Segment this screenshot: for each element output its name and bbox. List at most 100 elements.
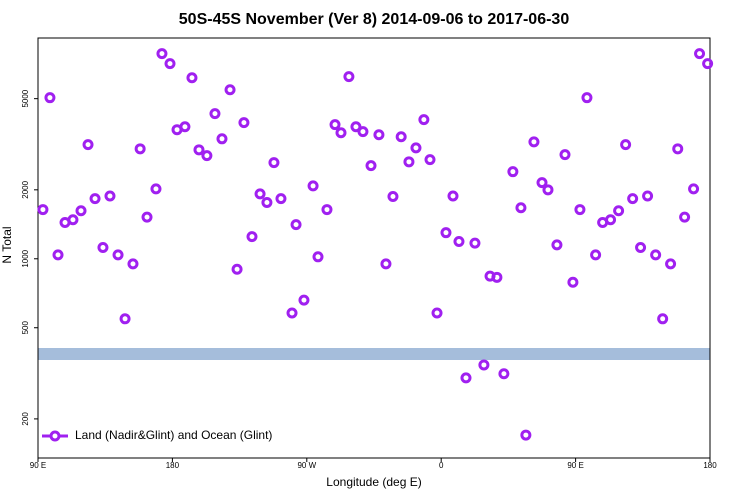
point xyxy=(574,204,586,216)
plot-frame xyxy=(37,37,711,459)
point xyxy=(528,136,540,148)
point xyxy=(52,249,64,261)
point xyxy=(164,58,176,70)
point xyxy=(605,214,617,226)
point xyxy=(44,92,56,104)
point xyxy=(665,258,677,270)
point xyxy=(515,202,527,214)
y-tick-label: 500 xyxy=(21,321,30,335)
point xyxy=(672,143,684,155)
point xyxy=(254,188,266,200)
point xyxy=(261,197,273,209)
y-tick-label: 200 xyxy=(21,412,30,426)
point xyxy=(447,190,459,202)
point xyxy=(650,249,662,261)
point xyxy=(453,235,465,247)
point xyxy=(201,150,213,162)
point xyxy=(460,372,472,384)
point xyxy=(224,84,236,96)
point xyxy=(97,242,109,254)
x-tick-label: 180 xyxy=(703,461,717,470)
point xyxy=(567,276,579,288)
x-tick-label: 90 E xyxy=(30,461,46,470)
point xyxy=(290,219,302,231)
point xyxy=(657,313,669,325)
point xyxy=(321,204,333,216)
point xyxy=(186,72,198,84)
point xyxy=(307,180,319,192)
point xyxy=(559,149,571,161)
x-tick-label: 90 E xyxy=(567,461,583,470)
legend-marker xyxy=(49,430,61,442)
point xyxy=(620,139,632,151)
point xyxy=(478,359,490,371)
point xyxy=(410,142,422,154)
point xyxy=(542,184,554,196)
point xyxy=(469,237,481,249)
point xyxy=(216,133,228,145)
point xyxy=(380,258,392,270)
point xyxy=(37,204,49,216)
x-tick-label: 0 xyxy=(439,461,444,470)
point xyxy=(520,429,532,441)
point xyxy=(329,119,341,131)
point xyxy=(82,139,94,151)
point xyxy=(491,271,503,283)
point xyxy=(179,121,191,133)
legend-label: Land (Nadir&Glint) and Ocean (Glint) xyxy=(75,428,272,442)
point xyxy=(551,239,563,251)
point xyxy=(702,58,714,70)
point xyxy=(694,48,706,60)
point xyxy=(357,126,369,138)
point xyxy=(498,368,510,380)
chart-title: 50S-45S November (Ver 8) 2014-09-06 to 2… xyxy=(179,11,570,28)
point xyxy=(350,121,362,133)
point xyxy=(275,193,287,205)
point xyxy=(590,249,602,261)
point xyxy=(431,307,443,319)
point xyxy=(268,157,280,169)
point xyxy=(635,242,647,254)
point xyxy=(298,294,310,306)
point xyxy=(89,193,101,205)
point xyxy=(613,205,625,217)
y-axis-label: N Total xyxy=(0,226,14,263)
point xyxy=(209,108,221,120)
point xyxy=(403,156,415,168)
x-axis-label: Longitude (deg E) xyxy=(326,475,421,489)
point xyxy=(679,211,691,223)
point xyxy=(104,190,116,202)
point xyxy=(312,251,324,263)
point xyxy=(343,71,355,83)
point xyxy=(150,183,162,195)
y-tick-label: 1000 xyxy=(21,249,30,267)
point xyxy=(581,92,593,104)
point xyxy=(440,227,452,239)
point xyxy=(627,193,639,205)
point xyxy=(507,166,519,178)
point xyxy=(75,205,87,217)
point xyxy=(365,160,377,172)
point xyxy=(134,143,146,155)
y-tick-label: 2000 xyxy=(21,180,30,198)
point xyxy=(67,214,79,226)
point xyxy=(418,114,430,126)
y-tick-label: 5000 xyxy=(21,89,30,107)
point xyxy=(373,129,385,141)
point xyxy=(286,307,298,319)
point xyxy=(156,48,168,60)
point xyxy=(387,191,399,203)
point xyxy=(335,127,347,139)
x-tick-label: 90 W xyxy=(297,461,316,470)
point xyxy=(642,190,654,202)
point xyxy=(119,313,131,325)
point xyxy=(246,231,258,243)
point xyxy=(141,211,153,223)
band xyxy=(38,348,710,360)
x-tick-label: 180 xyxy=(166,461,180,470)
point xyxy=(127,258,139,270)
point xyxy=(231,263,243,275)
point xyxy=(424,154,436,166)
